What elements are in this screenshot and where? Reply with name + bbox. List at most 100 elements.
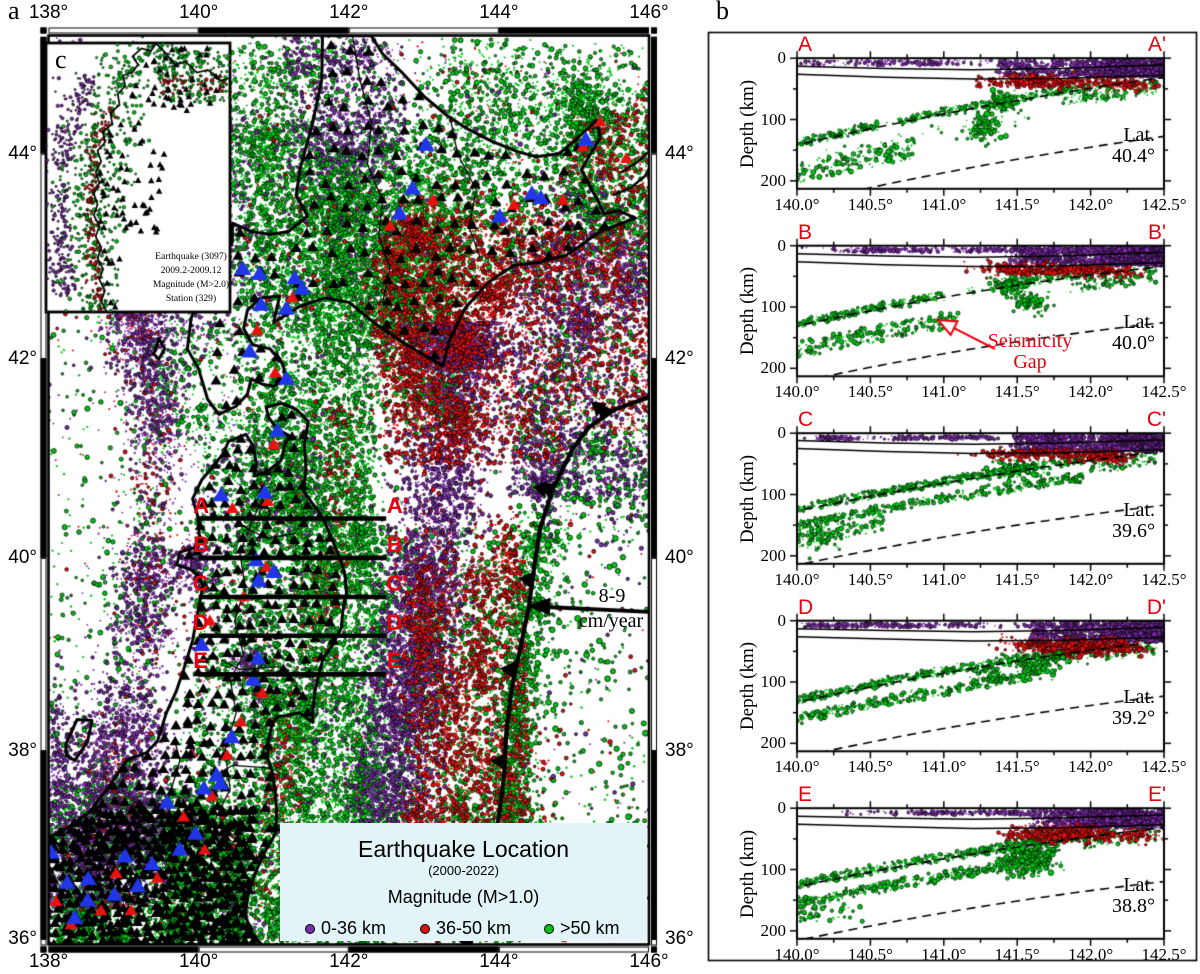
section-x-tick: 140.0° [774,382,820,402]
section-x-tick: 142.0° [1068,569,1114,589]
section-lat-value-D: 39.2° [1112,707,1155,730]
section-x-tick: 140.0° [774,944,820,964]
section-x-tick: 142.5° [1141,194,1187,214]
section-label-E: E [798,783,813,807]
section-lat-prefix-B: Lat. [1123,311,1155,334]
section-x-tick: 142.0° [1068,382,1114,402]
map-legend: Earthquake Location (2000-2022) Magnitud… [280,823,647,941]
legend-entry-1: 0-36 km [305,918,386,939]
map-lat-tick-left: 38° [8,740,37,762]
map-lat-tick-right: 44° [665,142,694,164]
map-section-label-A-prime: A' [386,492,408,518]
map-section-label-E: E [193,648,208,674]
section-depth-tick: 200 [760,733,787,753]
legend-dot-3 [544,923,554,934]
map-lat-tick-left: 44° [8,142,37,164]
map-lon-tick-bottom: 146° [629,951,669,972]
map-lon-tick-bottom: 138° [28,951,69,972]
legend-entry-label: 36-50 km [436,918,512,938]
panel-a-label: a [8,0,20,25]
section-depth-tick: 0 [777,48,787,68]
section-x-tick: 140.5° [847,194,893,214]
section-label-A-prime: A' [1147,33,1166,57]
gap-line1: Seismicity [987,330,1073,352]
section-depth-tick: 100 [760,297,787,316]
section-x-tick: 140.5° [847,382,893,402]
legend-entries: 0-36 km 36-50 km >50 km [280,918,647,940]
legend-entry-2: 36-50 km [420,918,511,939]
section-label-A: A [798,33,813,57]
section-depth-tick: 0 [777,423,787,443]
panel-b-label: b [716,0,729,25]
plate-rate-line2: cm/year [578,610,644,632]
section-depth-tick: 0 [777,235,787,255]
map-lon-tick-bottom: 144° [479,951,519,972]
map-lon-tick-top: 146° [629,2,669,23]
map-lon-tick-bottom: 140° [178,951,219,972]
section-depth-tick: 0 [777,610,787,630]
map-lat-tick-right: 40° [665,546,694,568]
inset-c-label: c [55,45,67,74]
section-depth-tick: 200 [760,170,787,190]
section-lat-value-A: 40.4° [1112,144,1155,167]
section-lat-value-E: 38.8° [1112,894,1155,917]
section-x-tick: 142.0° [1068,944,1114,964]
section-depth-tick: 100 [760,109,787,129]
map-lon-tick-bottom: 142° [329,951,369,972]
map-section-label-A: A [193,492,210,518]
legend-entry-label: 0-36 km [321,918,387,938]
section-x-tick: 140.0° [774,757,820,777]
section-lat-prefix-C: Lat. [1123,498,1155,521]
map-lon-tick-top: 142° [329,2,369,23]
section-x-tick: 142.5° [1141,382,1187,402]
section-x-tick: 142.0° [1068,194,1114,214]
section-x-tick: 140.5° [847,569,893,589]
map-section-label-C: C [192,570,209,596]
map-lon-tick-top: 144° [479,2,519,23]
section-lat-value-B: 40.0° [1112,332,1155,355]
map-section-label-D: D [192,609,209,635]
legend-entry-label: >50 km [560,918,620,938]
section-ylabel-C: Depth (km) [737,454,758,543]
map-section-label-B: B [193,531,210,557]
map-lat-tick-left: 36° [8,928,37,949]
legend-entry-3: >50 km [544,918,620,939]
section-x-tick: 141.0° [921,757,967,777]
section-label-C: C [798,408,814,432]
section-depth-tick: 200 [760,358,787,378]
section-x-tick: 141.5° [994,194,1040,214]
section-depth-tick: 0 [777,798,787,818]
section-ylabel-A: Depth (km) [737,79,758,168]
section-lat-prefix-D: Lat. [1123,686,1155,709]
section-label-E-prime: E' [1147,783,1166,807]
section-label-D: D [798,595,814,619]
section-depth-tick: 100 [760,672,787,691]
gap-line2: Gap [1013,351,1047,373]
section-lat-prefix-A: Lat. [1123,123,1155,146]
legend-dot-2 [420,923,430,934]
map-lat-tick-right: 38° [665,740,694,762]
map-lat-tick-right: 42° [665,347,694,369]
map-section-label-C-prime: C' [386,570,408,596]
section-depth-tick: 200 [760,920,787,940]
inset-caption-line-2: 2009.2-2009.12 [160,265,222,276]
section-x-tick: 141.5° [994,569,1040,589]
section-depth-tick: 100 [760,859,787,879]
section-x-tick: 140.5° [847,757,893,777]
map-section-label-B-prime: B' [386,531,408,557]
section-x-tick: 142.0° [1068,757,1114,777]
inset-caption-line-3: Magnitude (M>2.0) [152,279,230,290]
legend-subtitle: (2000-2022) [428,863,499,878]
section-x-tick: 141.0° [921,569,967,589]
section-x-tick: 140.0° [774,569,820,589]
section-x-tick: 140.5° [847,944,893,964]
legend-magnitude-label: Magnitude (M>1.0) [387,887,540,907]
section-x-tick: 141.0° [921,194,967,214]
map-section-label-E-prime: E' [386,648,407,674]
section-x-tick: 141.0° [921,382,967,402]
map-section-label-D-prime: D' [386,609,408,635]
section-x-tick: 142.5° [1141,757,1187,777]
map-lon-tick-top: 138° [28,2,69,23]
